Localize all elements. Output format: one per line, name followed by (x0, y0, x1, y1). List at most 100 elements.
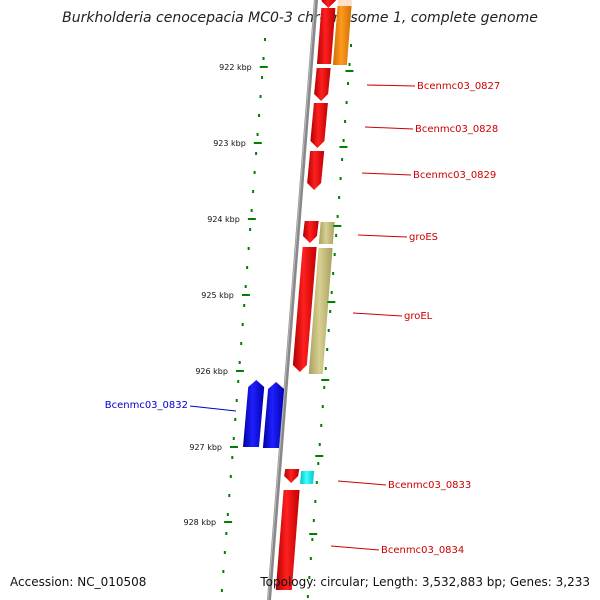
scale-dot (314, 500, 317, 503)
scale-dot (232, 437, 235, 440)
scale-dot (235, 399, 238, 402)
gene-arrow-0827 (314, 68, 331, 101)
scale-dot (234, 418, 237, 421)
gene-arrow-groEL (292, 247, 317, 372)
scale-dot (350, 44, 353, 47)
scale-dot (324, 367, 327, 370)
label-leader-line (330, 545, 380, 551)
scale-dot (244, 285, 247, 288)
kbp-tick (259, 66, 268, 68)
cds-feature (332, 5, 352, 65)
scale-dot (256, 133, 259, 136)
scale-dot (317, 462, 320, 465)
scale-dot (231, 456, 234, 459)
track-tick (345, 70, 354, 72)
label-leader-line (361, 172, 412, 176)
scale-dot (330, 291, 333, 294)
scale-dot (226, 513, 229, 516)
scale-dot (347, 82, 350, 85)
scale-dot (320, 424, 323, 427)
scale-dot (229, 475, 232, 478)
scale-dot (264, 38, 267, 41)
scale-dot (321, 405, 324, 408)
gene-label[interactable]: Bcenmc03_0834 (381, 545, 464, 556)
scale-dot (335, 234, 338, 237)
gene-arrow-0832b (262, 382, 285, 448)
label-leader-line (366, 84, 416, 87)
kbp-tick (224, 521, 233, 523)
gene-arrow-0828 (310, 103, 328, 148)
scale-dot (329, 310, 332, 313)
scale-dot (258, 114, 261, 117)
label-leader-line (364, 126, 414, 130)
scale-dot (262, 57, 265, 60)
scale-dot (261, 76, 264, 79)
scale-dot (243, 304, 246, 307)
kbp-tick-label: 924 kbp (207, 215, 240, 224)
gene-arrow-0832a (242, 380, 265, 447)
scale-dot (306, 595, 309, 598)
track-tick (339, 146, 348, 148)
gene-label[interactable]: Bcenmc03_0827 (417, 81, 500, 92)
scale-dot (225, 532, 228, 535)
scale-dot (311, 538, 314, 541)
kbp-tick-label: 928 kbp (184, 518, 217, 527)
chromosome-backbone (267, 0, 318, 600)
right-scale-track (306, 44, 353, 598)
groEL-feature (308, 248, 333, 374)
topology-text: Topology: circular; Length: 3,532,883 bp… (260, 575, 590, 589)
chromosome-backbone-highlight (267, 0, 316, 600)
map-title: Burkholderia cenocepacia MC0-3 chromosom… (62, 10, 538, 26)
scale-dot (237, 380, 240, 383)
scale-dot (259, 95, 262, 98)
kbp-tick (229, 446, 238, 448)
scale-dot (326, 348, 329, 351)
scale-dot (253, 171, 256, 174)
label-leader-line (337, 480, 387, 486)
scale-dot (336, 215, 339, 218)
track-tick (327, 301, 336, 303)
scale-dot (315, 481, 318, 484)
scale-dot (341, 158, 344, 161)
track-tick (315, 455, 324, 457)
gene-label[interactable]: Bcenmc03_0828 (415, 124, 498, 135)
gene-block-0834 (275, 490, 300, 590)
scale-dot (240, 342, 243, 345)
scale-dot (220, 589, 223, 592)
gene-label[interactable]: groES (409, 232, 438, 243)
label-leader-line (357, 234, 408, 238)
gene-label[interactable]: groEL (404, 311, 433, 322)
gene-arrow (321, 0, 336, 8)
scale-dot (255, 152, 258, 155)
kbp-tick-label: 923 kbp (213, 139, 246, 148)
scale-dot (312, 519, 315, 522)
scale-dot (238, 361, 241, 364)
track-tick (309, 533, 318, 535)
scale-dot (338, 196, 341, 199)
cds-feature-pale (338, 0, 352, 4)
kbp-tick-label: 922 kbp (219, 63, 252, 72)
scale-dot (327, 329, 330, 332)
gene-label[interactable]: Bcenmc03_0832 (105, 400, 188, 411)
kbp-ticks: 922 kbp 923 kbp 924 kbp 925 kbp 926 kbp 927 k… (184, 63, 354, 535)
scale-dot (222, 570, 225, 573)
gene-label[interactable]: Bcenmc03_0829 (413, 170, 496, 181)
gene-label[interactable]: Bcenmc03_0833 (388, 480, 471, 491)
gene-arrow-0833 (284, 469, 300, 483)
kbp-tick (247, 218, 256, 220)
scale-dot (318, 443, 321, 446)
scale-dot (246, 266, 249, 269)
kbp-tick-label: 925 kbp (201, 291, 234, 300)
track-tick (333, 225, 342, 227)
accession-text: Accession: NC_010508 (10, 575, 147, 589)
scale-dot (241, 323, 244, 326)
kbp-tick (241, 294, 250, 296)
kbp-tick (235, 370, 244, 372)
scale-dot (332, 272, 335, 275)
kbp-tick (253, 142, 262, 144)
scale-dot (339, 177, 342, 180)
groES-feature (318, 222, 335, 244)
kbp-tick-label: 926 kbp (195, 367, 228, 376)
scale-dot (252, 190, 255, 193)
